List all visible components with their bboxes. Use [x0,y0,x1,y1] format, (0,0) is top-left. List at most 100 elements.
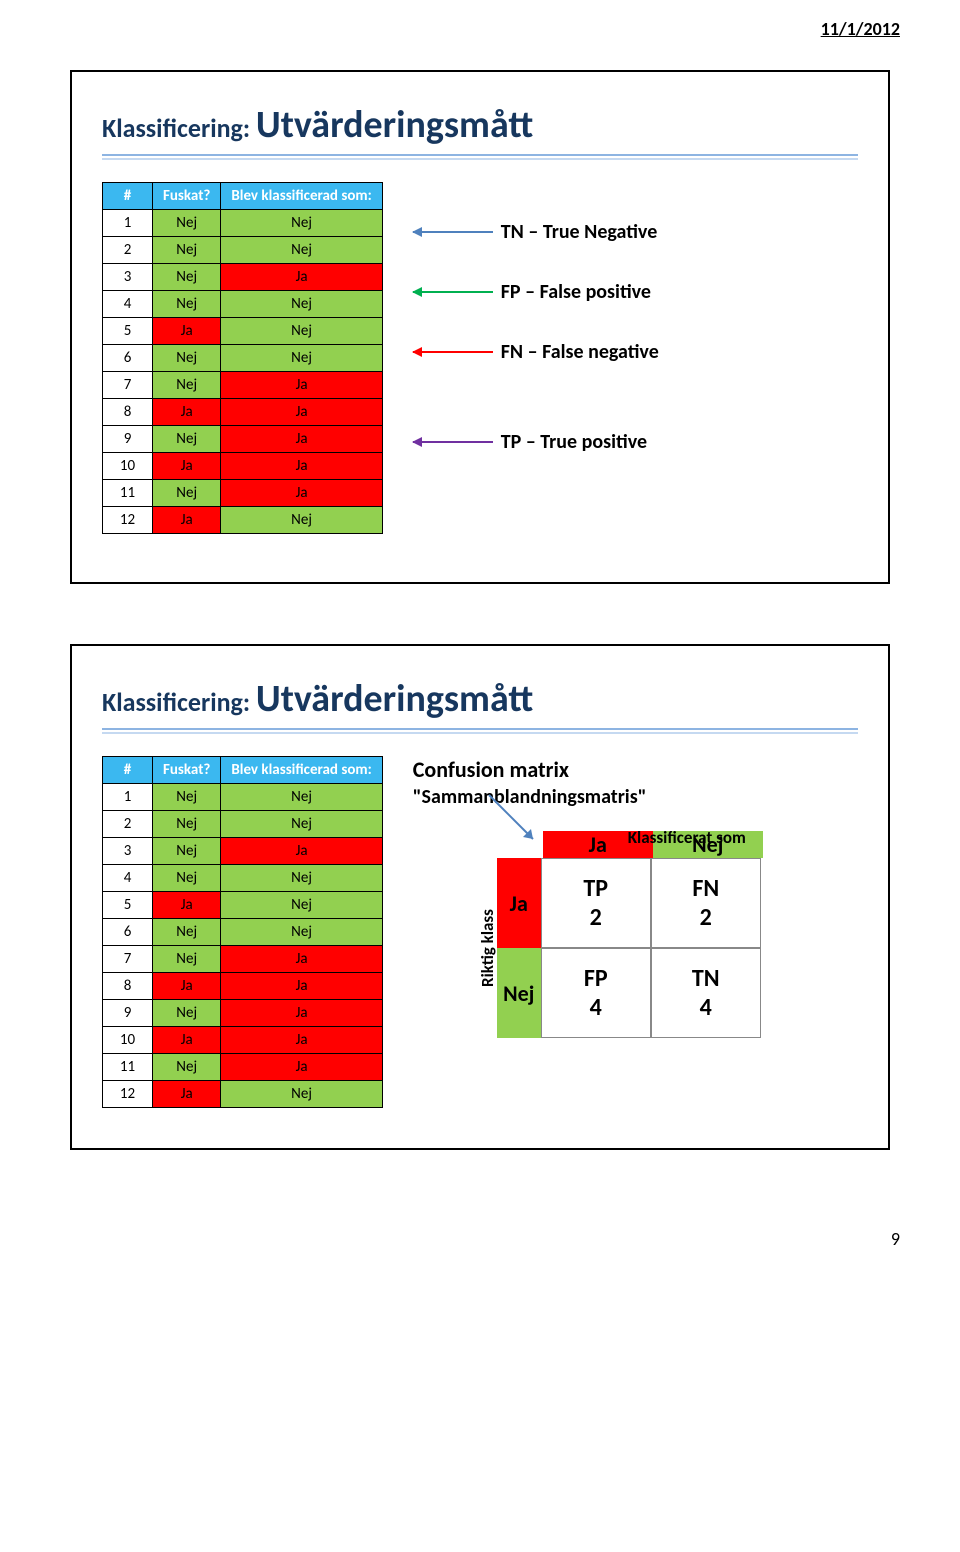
cell-fuskat: Nej [153,919,221,946]
cell-klassificerad: Ja [221,480,382,507]
cell-fuskat: Ja [153,318,221,345]
cm-row-label-nej: Nej [497,948,541,1038]
slide-2-content: #Fuskat?Blev klassificerad som:1NejNej2N… [102,756,858,1108]
cm-subtitle: "Sammanblandningsmatris" [413,785,858,809]
annotation-tn: TN – True Negative [413,220,658,244]
table-row: 11NejJa [103,1054,383,1081]
table-row: 5JaNej [103,318,383,345]
cell-fuskat: Nej [153,865,221,892]
arrow-fn [413,351,493,353]
cell-klassificerad: Nej [221,811,382,838]
row-number: 11 [103,1054,153,1081]
row-number: 3 [103,264,153,291]
row-number: 3 [103,838,153,865]
cm-pointer-arrow [483,789,543,849]
table-row: 7NejJa [103,946,383,973]
title-underline-2 [102,158,858,160]
cell-fuskat: Nej [153,345,221,372]
row-number: 12 [103,507,153,534]
confusion-matrix-block: Confusion matrix "Sammanblandningsmatris… [413,756,858,1038]
cell-klassificerad: Ja [221,946,382,973]
annotation-fn: FN – False negative [413,340,659,364]
table-header: # [103,757,153,784]
table-row: 1NejNej [103,210,383,237]
cell-klassificerad: Nej [221,865,382,892]
page: 11/1/2012 Klassificering: Utvärderingsmå… [0,0,960,1270]
annotation-tp: TP – True positive [413,430,647,454]
cell-klassificerad: Ja [221,838,382,865]
row-number: 9 [103,426,153,453]
cm-cell: FP4 [541,948,651,1038]
annotation-fp-text: FP – False positive [501,280,651,304]
cell-fuskat: Ja [153,1027,221,1054]
slide-2: Klassificering: Utvärderingsmått #Fuskat… [70,644,890,1150]
table-row: 4NejNej [103,291,383,318]
cm-row-labels: Ja Nej [497,858,541,1038]
table-header: Fuskat? [153,183,221,210]
row-number: 11 [103,480,153,507]
title-underline-1 [102,728,858,730]
cm-cell-value: 4 [700,993,712,1022]
row-number: 6 [103,345,153,372]
cm-cell: TP2 [541,858,651,948]
row-number: 2 [103,811,153,838]
cell-fuskat: Nej [153,1054,221,1081]
table-header: Blev klassificerad som: [221,757,382,784]
cell-fuskat: Nej [153,264,221,291]
cell-fuskat: Nej [153,811,221,838]
table-row: 9NejJa [103,1000,383,1027]
row-number: 4 [103,291,153,318]
cm-row-label-ja: Ja [497,858,541,948]
row-number: 5 [103,892,153,919]
table-row: 12JaNej [103,1081,383,1108]
table-row: 4NejNej [103,865,383,892]
row-number: 1 [103,210,153,237]
cm-cell-label: FP [584,964,608,993]
table-row: 6NejNej [103,345,383,372]
cell-klassificerad: Ja [221,372,382,399]
title-underline-1 [102,154,858,156]
date-header: 11/1/2012 [821,18,900,40]
cm-cell-label: FN [692,874,719,903]
cell-klassificerad: Nej [221,318,382,345]
cell-klassificerad: Ja [221,1027,382,1054]
cm-cell-value: 2 [590,903,602,932]
data-table-1: #Fuskat?Blev klassificerad som:1NejNej2N… [102,182,383,534]
cell-fuskat: Ja [153,507,221,534]
cell-fuskat: Nej [153,480,221,507]
table-row: 3NejJa [103,838,383,865]
title-main: Utvärderingsmått [256,102,533,148]
slide-1-title: Klassificering: Utvärderingsmått [102,102,858,148]
arrow-tn [413,231,493,233]
cell-klassificerad: Nej [221,291,382,318]
table-row: 3NejJa [103,264,383,291]
row-number: 10 [103,1027,153,1054]
cm-row-group-label: Riktig klass [473,858,497,1038]
row-number: 7 [103,946,153,973]
cell-klassificerad: Ja [221,1054,382,1081]
cell-klassificerad: Nej [221,919,382,946]
cell-klassificerad: Ja [221,399,382,426]
cell-fuskat: Nej [153,210,221,237]
cm-grid: Riktig klass Ja Nej TP2FN2FP4TN4 [473,858,858,1038]
cell-klassificerad: Ja [221,1000,382,1027]
row-number: 8 [103,399,153,426]
page-number: 9 [891,1228,900,1250]
cell-klassificerad: Nej [221,345,382,372]
cell-fuskat: Ja [153,453,221,480]
table-row: 8JaJa [103,399,383,426]
table-row: 9NejJa [103,426,383,453]
cm-column-group-label: Klassificerat som [628,827,746,848]
table-row: 10JaJa [103,453,383,480]
row-number: 12 [103,1081,153,1108]
table-row: 8JaJa [103,973,383,1000]
cell-klassificerad: Nej [221,507,382,534]
slide-1: Klassificering: Utvärderingsmått #Fuskat… [70,70,890,584]
cell-klassificerad: Nej [221,784,382,811]
title-prefix: Klassificering: [102,686,256,718]
table-row: 7NejJa [103,372,383,399]
cm-cells: TP2FN2FP4TN4 [541,858,761,1038]
table-row: 10JaJa [103,1027,383,1054]
row-number: 7 [103,372,153,399]
table-row: 2NejNej [103,237,383,264]
